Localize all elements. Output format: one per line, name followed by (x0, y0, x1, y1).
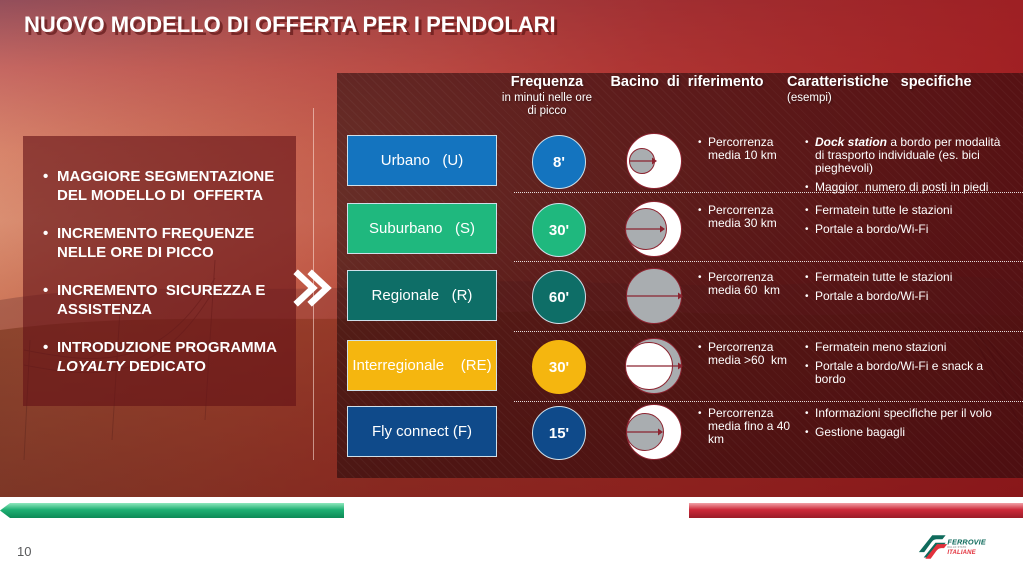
svg-text:ITALIANE: ITALIANE (947, 550, 976, 556)
svg-text:FERROVIE: FERROVIE (947, 538, 986, 547)
svg-text:DELLO STATO: DELLO STATO (947, 546, 966, 549)
